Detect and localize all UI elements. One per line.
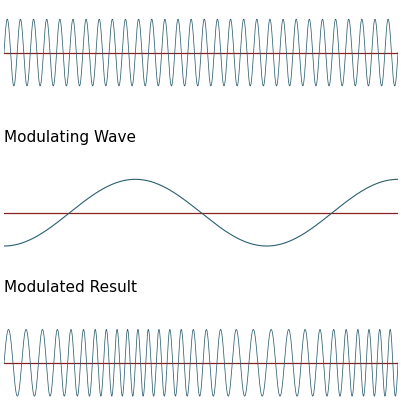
Text: Modulated Result: Modulated Result <box>4 280 137 295</box>
Text: Modulating Wave: Modulating Wave <box>4 130 136 145</box>
